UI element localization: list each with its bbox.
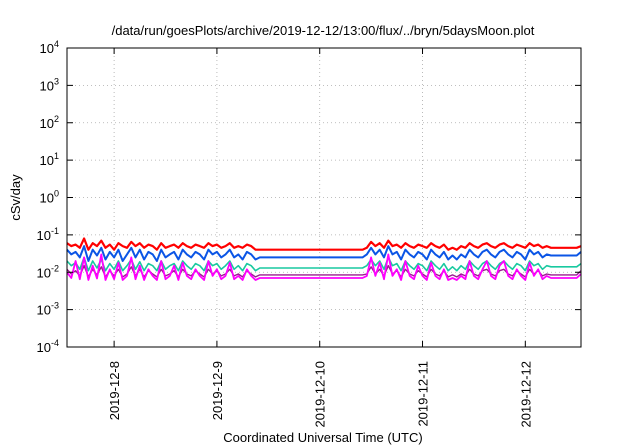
series-layer (66, 237, 582, 281)
series-line-4 (66, 265, 582, 278)
y-tick-label: 104 (40, 39, 59, 56)
x-tick-label: 2019-12-10 (313, 361, 328, 428)
chart-title: /data/run/goesPlots/archive/2019-12-12/1… (112, 23, 535, 38)
y-axis-ticks: 104 103 102 101 100 10-1 10-2 10-3 10-4 (37, 39, 581, 355)
series-line-2 (66, 245, 582, 262)
series-line-3 (66, 256, 582, 272)
x-axis-label: Coordinated Universal Time (UTC) (223, 430, 422, 445)
y-tick-label: 103 (40, 76, 59, 93)
y-tick-label: 10-2 (37, 263, 59, 280)
x-tick-label: 2019-12-9 (210, 361, 225, 420)
y-axis-label: cSv/day (8, 174, 23, 221)
x-tick-label: 2019-12-8 (107, 361, 122, 420)
y-tick-label: 10-1 (37, 226, 59, 243)
x-axis-ticks: 2019-12-8 2019-12-9 2019-12-10 2019-12-11 20… (107, 48, 533, 428)
y-tick-label: 102 (40, 114, 59, 131)
x-tick-label: 2019-12-12 (518, 361, 533, 428)
series-line-1 (66, 237, 582, 251)
y-tick-label: 10-4 (37, 338, 59, 355)
x-tick-label: 2019-12-11 (416, 361, 431, 427)
y-tick-label: 101 (40, 151, 59, 168)
y-tick-label: 10-3 (37, 301, 59, 318)
y-tick-label: 100 (40, 189, 59, 206)
grid-lines (67, 48, 581, 347)
series-line-5 (66, 253, 582, 281)
